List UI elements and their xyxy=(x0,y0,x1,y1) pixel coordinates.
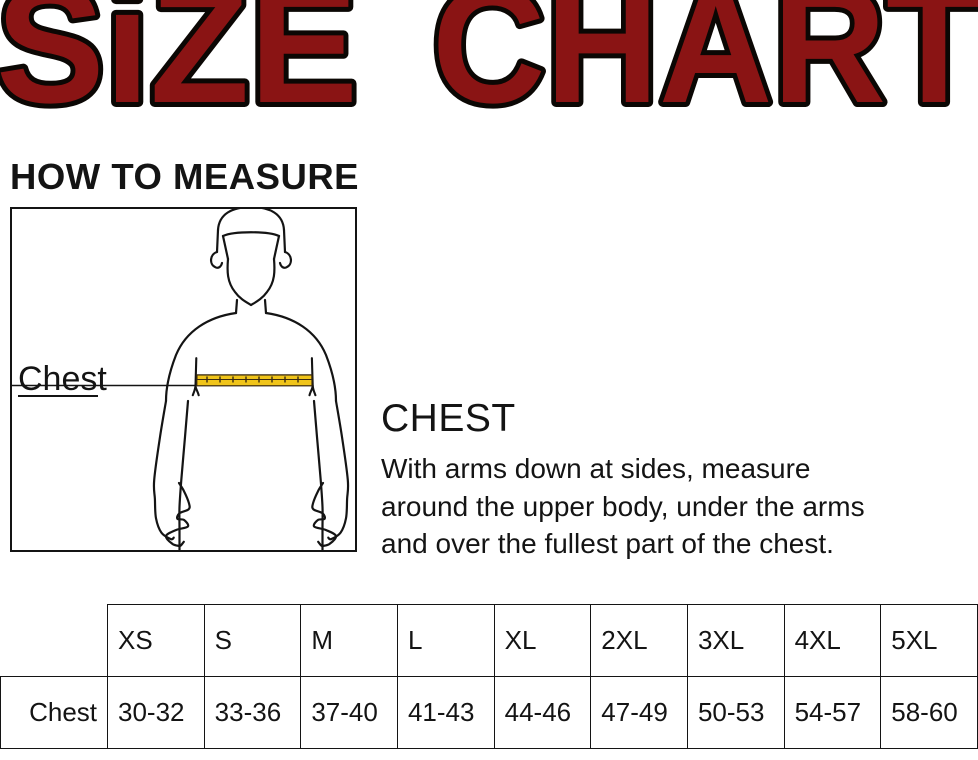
svg-text:CHART: CHART xyxy=(432,0,978,130)
svg-text:SiZE: SiZE xyxy=(0,0,358,130)
svg-text:Chest: Chest xyxy=(18,360,107,398)
